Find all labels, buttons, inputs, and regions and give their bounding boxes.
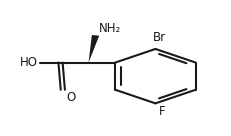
Text: Br: Br (152, 30, 166, 44)
Polygon shape (88, 35, 99, 63)
Text: HO: HO (20, 56, 38, 69)
Text: F: F (158, 105, 165, 118)
Text: O: O (67, 91, 76, 104)
Text: NH₂: NH₂ (99, 22, 121, 35)
